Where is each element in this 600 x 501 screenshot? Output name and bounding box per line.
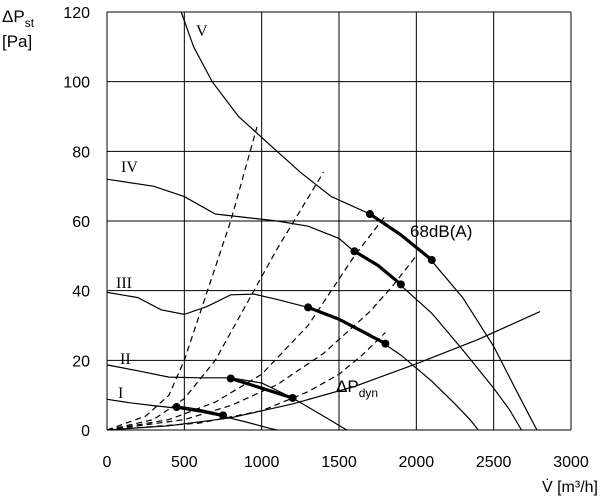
dyn-curve [106, 311, 541, 431]
operating-range [369, 212, 433, 262]
system-curve [106, 215, 386, 431]
x-tick-label: 1000 [244, 454, 280, 471]
noise-annotation: 68dB(A) [410, 222, 472, 241]
x-tick-label: 3000 [553, 454, 589, 471]
dynamic-pressure-curve [106, 311, 541, 431]
fan-curve-label: IV [121, 159, 138, 176]
y-tick-label: 80 [72, 144, 90, 161]
y-tick-label: 120 [63, 5, 90, 22]
y-tick-label: 100 [63, 75, 90, 92]
y-tick-label: 40 [72, 284, 90, 301]
x-tick-label: 1500 [321, 454, 357, 471]
operating-range [230, 376, 294, 400]
operating-point [226, 374, 235, 383]
fan-curve-label: II [120, 351, 131, 368]
system-curve [106, 126, 258, 431]
x-tick-label: 2000 [399, 454, 435, 471]
fan-curve-ii [106, 364, 348, 431]
system-curve [106, 255, 417, 431]
operating-range [307, 305, 387, 346]
fan-curve-label: III [116, 275, 132, 292]
dyn-pressure-label: ΔPdyn [336, 377, 378, 400]
x-tick-label: 500 [171, 454, 198, 471]
fan-curve-iv [106, 178, 523, 431]
operating-point [365, 210, 374, 219]
fan-curve-iii [106, 291, 479, 431]
y-axis-unit: [Pa] [2, 32, 32, 51]
operating-ranges [172, 210, 436, 420]
operating-point [304, 303, 313, 312]
operating-point [288, 393, 297, 402]
operating-point [350, 247, 359, 256]
x-tick-label: 2500 [476, 454, 512, 471]
operating-point [381, 339, 390, 348]
operating-range [176, 405, 224, 417]
y-tick-label: 20 [72, 353, 90, 370]
x-axis-title: V̇ [m³/h] [542, 478, 598, 496]
system-curve [106, 171, 325, 431]
y-tick-label: 0 [81, 423, 90, 440]
y-axis-title: ΔPst [2, 7, 35, 30]
system-curves [106, 126, 417, 431]
operating-point [172, 403, 181, 412]
tick-labels: 0 500 1000 1500 2000 2500 3000 0 20 40 60 80 100 120 [63, 5, 589, 471]
grid-lines [106, 11, 572, 431]
operating-range [353, 249, 402, 286]
fan-curve-label: I [118, 385, 123, 402]
y-tick-label: 60 [72, 214, 90, 231]
operating-point [396, 280, 405, 289]
operating-point [219, 411, 227, 420]
fan-curve-label: V [196, 23, 208, 40]
x-tick-label: 0 [103, 454, 112, 471]
system-curve [106, 332, 386, 431]
operating-point [427, 256, 436, 265]
